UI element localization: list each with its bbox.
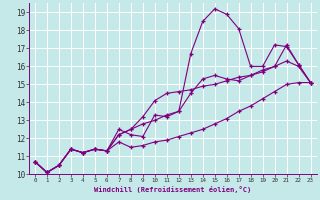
- X-axis label: Windchill (Refroidissement éolien,°C): Windchill (Refroidissement éolien,°C): [94, 186, 252, 193]
